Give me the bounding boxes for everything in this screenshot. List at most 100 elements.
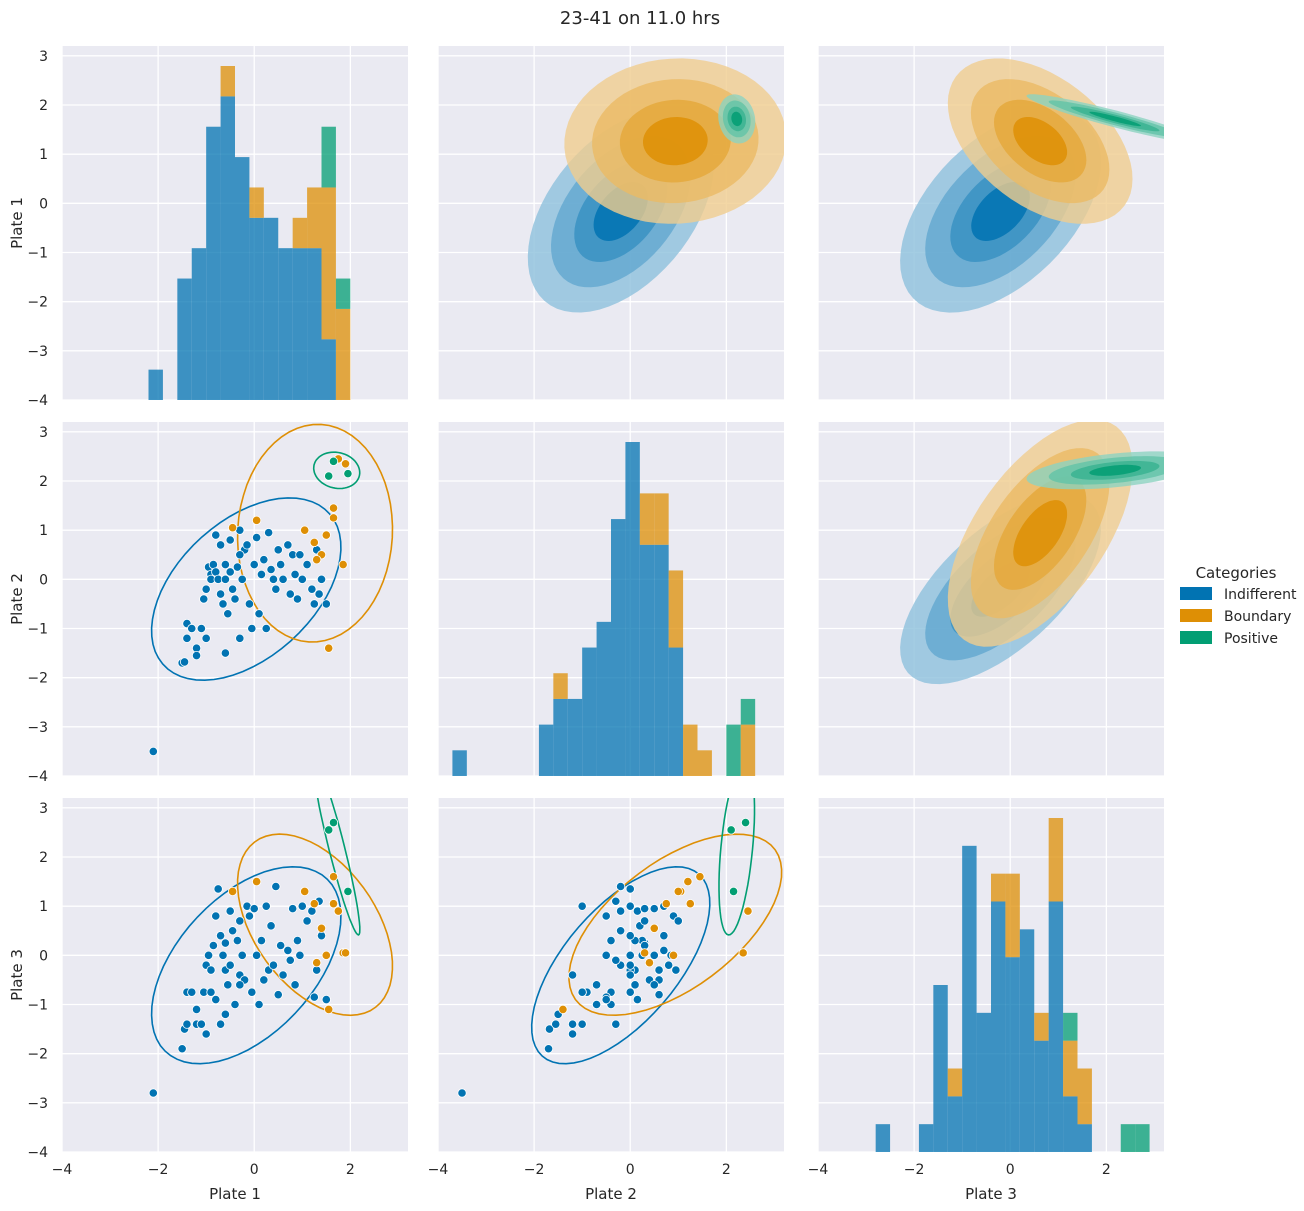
point-indifferent [276,559,286,570]
point-positive [726,825,736,835]
point-indifferent [218,599,228,609]
point-indifferent [215,931,226,941]
legend-swatch-indifferent [1180,587,1212,600]
point-indifferent [640,916,650,926]
point-indifferent [201,633,211,643]
point-boundary [227,523,238,533]
point-indifferent [235,550,245,560]
point-boundary [227,886,238,897]
point-indifferent [268,960,279,970]
point-indifferent [201,584,211,594]
y-tick-label: −1 [27,622,48,638]
point-boundary [668,950,679,960]
y-tick-label: 3 [39,425,48,441]
x-tick-label: −2 [904,1162,925,1178]
point-indifferent [220,574,230,584]
contour-positive [718,798,756,936]
point-indifferent [283,540,293,550]
x-tick-label: −2 [524,1162,545,1178]
point-indifferent [625,960,635,970]
hist-bar-indifferent [191,248,207,400]
point-indifferent [177,1044,187,1054]
point-indifferent [601,950,611,960]
kde-level-boundary [1013,117,1068,166]
x-axis-label: Plate 1 [209,1185,261,1203]
point-indifferent [302,559,312,570]
point-indifferent [625,950,635,960]
hist-bar-boundary [307,187,322,249]
hist-bar-boundary [683,724,698,776]
point-indifferent [273,545,283,555]
y-axis-label: Plate 2 [8,573,26,625]
panel-1-1 [61,46,408,401]
hist-bar-indifferent [1034,1040,1049,1152]
point-indifferent [223,609,233,619]
point-boundary [328,503,339,513]
kde-level-positive [731,111,743,127]
hist-bar-indifferent [668,647,684,776]
hist-bar-boundary [249,187,264,218]
hist-bar-boundary [639,493,655,545]
point-boundary [309,899,319,909]
point-indifferent [196,623,206,634]
x-tick-label: −4 [52,1162,73,1178]
point-indifferent [314,589,324,599]
point-indifferent [225,567,235,577]
kde-level-positive [1089,111,1141,127]
point-indifferent [220,648,230,658]
point-indifferent [285,955,295,965]
point-indifferent [179,657,190,667]
hist-bar-indifferent [538,724,554,776]
point-indifferent [290,569,300,580]
y-tick-label: −1 [27,246,48,262]
point-indifferent [567,970,578,980]
point-boundary [340,459,351,469]
hist-bar-positive [321,126,336,188]
point-indifferent [211,911,221,921]
point-boundary [316,923,327,933]
point-indifferent [551,1019,561,1029]
point-indifferent [227,926,238,936]
point-indifferent [283,945,293,956]
point-indifferent [206,965,216,975]
y-tick-label: −3 [27,720,48,736]
point-indifferent [254,999,264,1010]
point-boundary [644,958,655,968]
point-indifferent [654,965,664,975]
x-tick-label: −4 [808,1162,829,1178]
y-tick-label: 2 [39,850,48,866]
point-indifferent [659,931,669,941]
point-indifferent [148,746,158,757]
y-tick-label: 3 [39,49,48,65]
y-tick-label: −2 [27,1047,48,1063]
hist-bar-indifferent [321,339,336,400]
point-indifferent [632,994,643,1005]
contour-indifferent [150,497,342,682]
hist-bar-indifferent [947,1096,963,1152]
point-positive [740,817,751,828]
point-indifferent [225,535,235,545]
point-boundary [340,948,351,958]
point-indifferent [673,916,683,926]
point-indifferent [625,987,635,997]
point-indifferent [252,532,262,543]
point-boundary [324,643,334,653]
point-indifferent [211,530,221,540]
point-indifferent [256,935,267,946]
point-indifferent [292,935,303,946]
y-tick-label: 2 [39,98,48,114]
point-boundary [558,1004,568,1015]
point-indifferent [276,940,286,951]
point-boundary [328,513,339,523]
y-tick-label: −4 [27,393,48,409]
point-indifferent [230,594,240,604]
point-positive [728,886,739,897]
point-positive [343,886,353,897]
hist-bar-boundary [697,750,712,776]
x-tick-label: 0 [626,1162,635,1178]
point-indifferent [591,999,602,1010]
hist-bar-indifferent [918,1124,934,1152]
hist-bar-indifferent [976,1012,991,1152]
kde-level-boundary [1013,500,1068,567]
hist-bar-boundary [1077,1068,1092,1125]
